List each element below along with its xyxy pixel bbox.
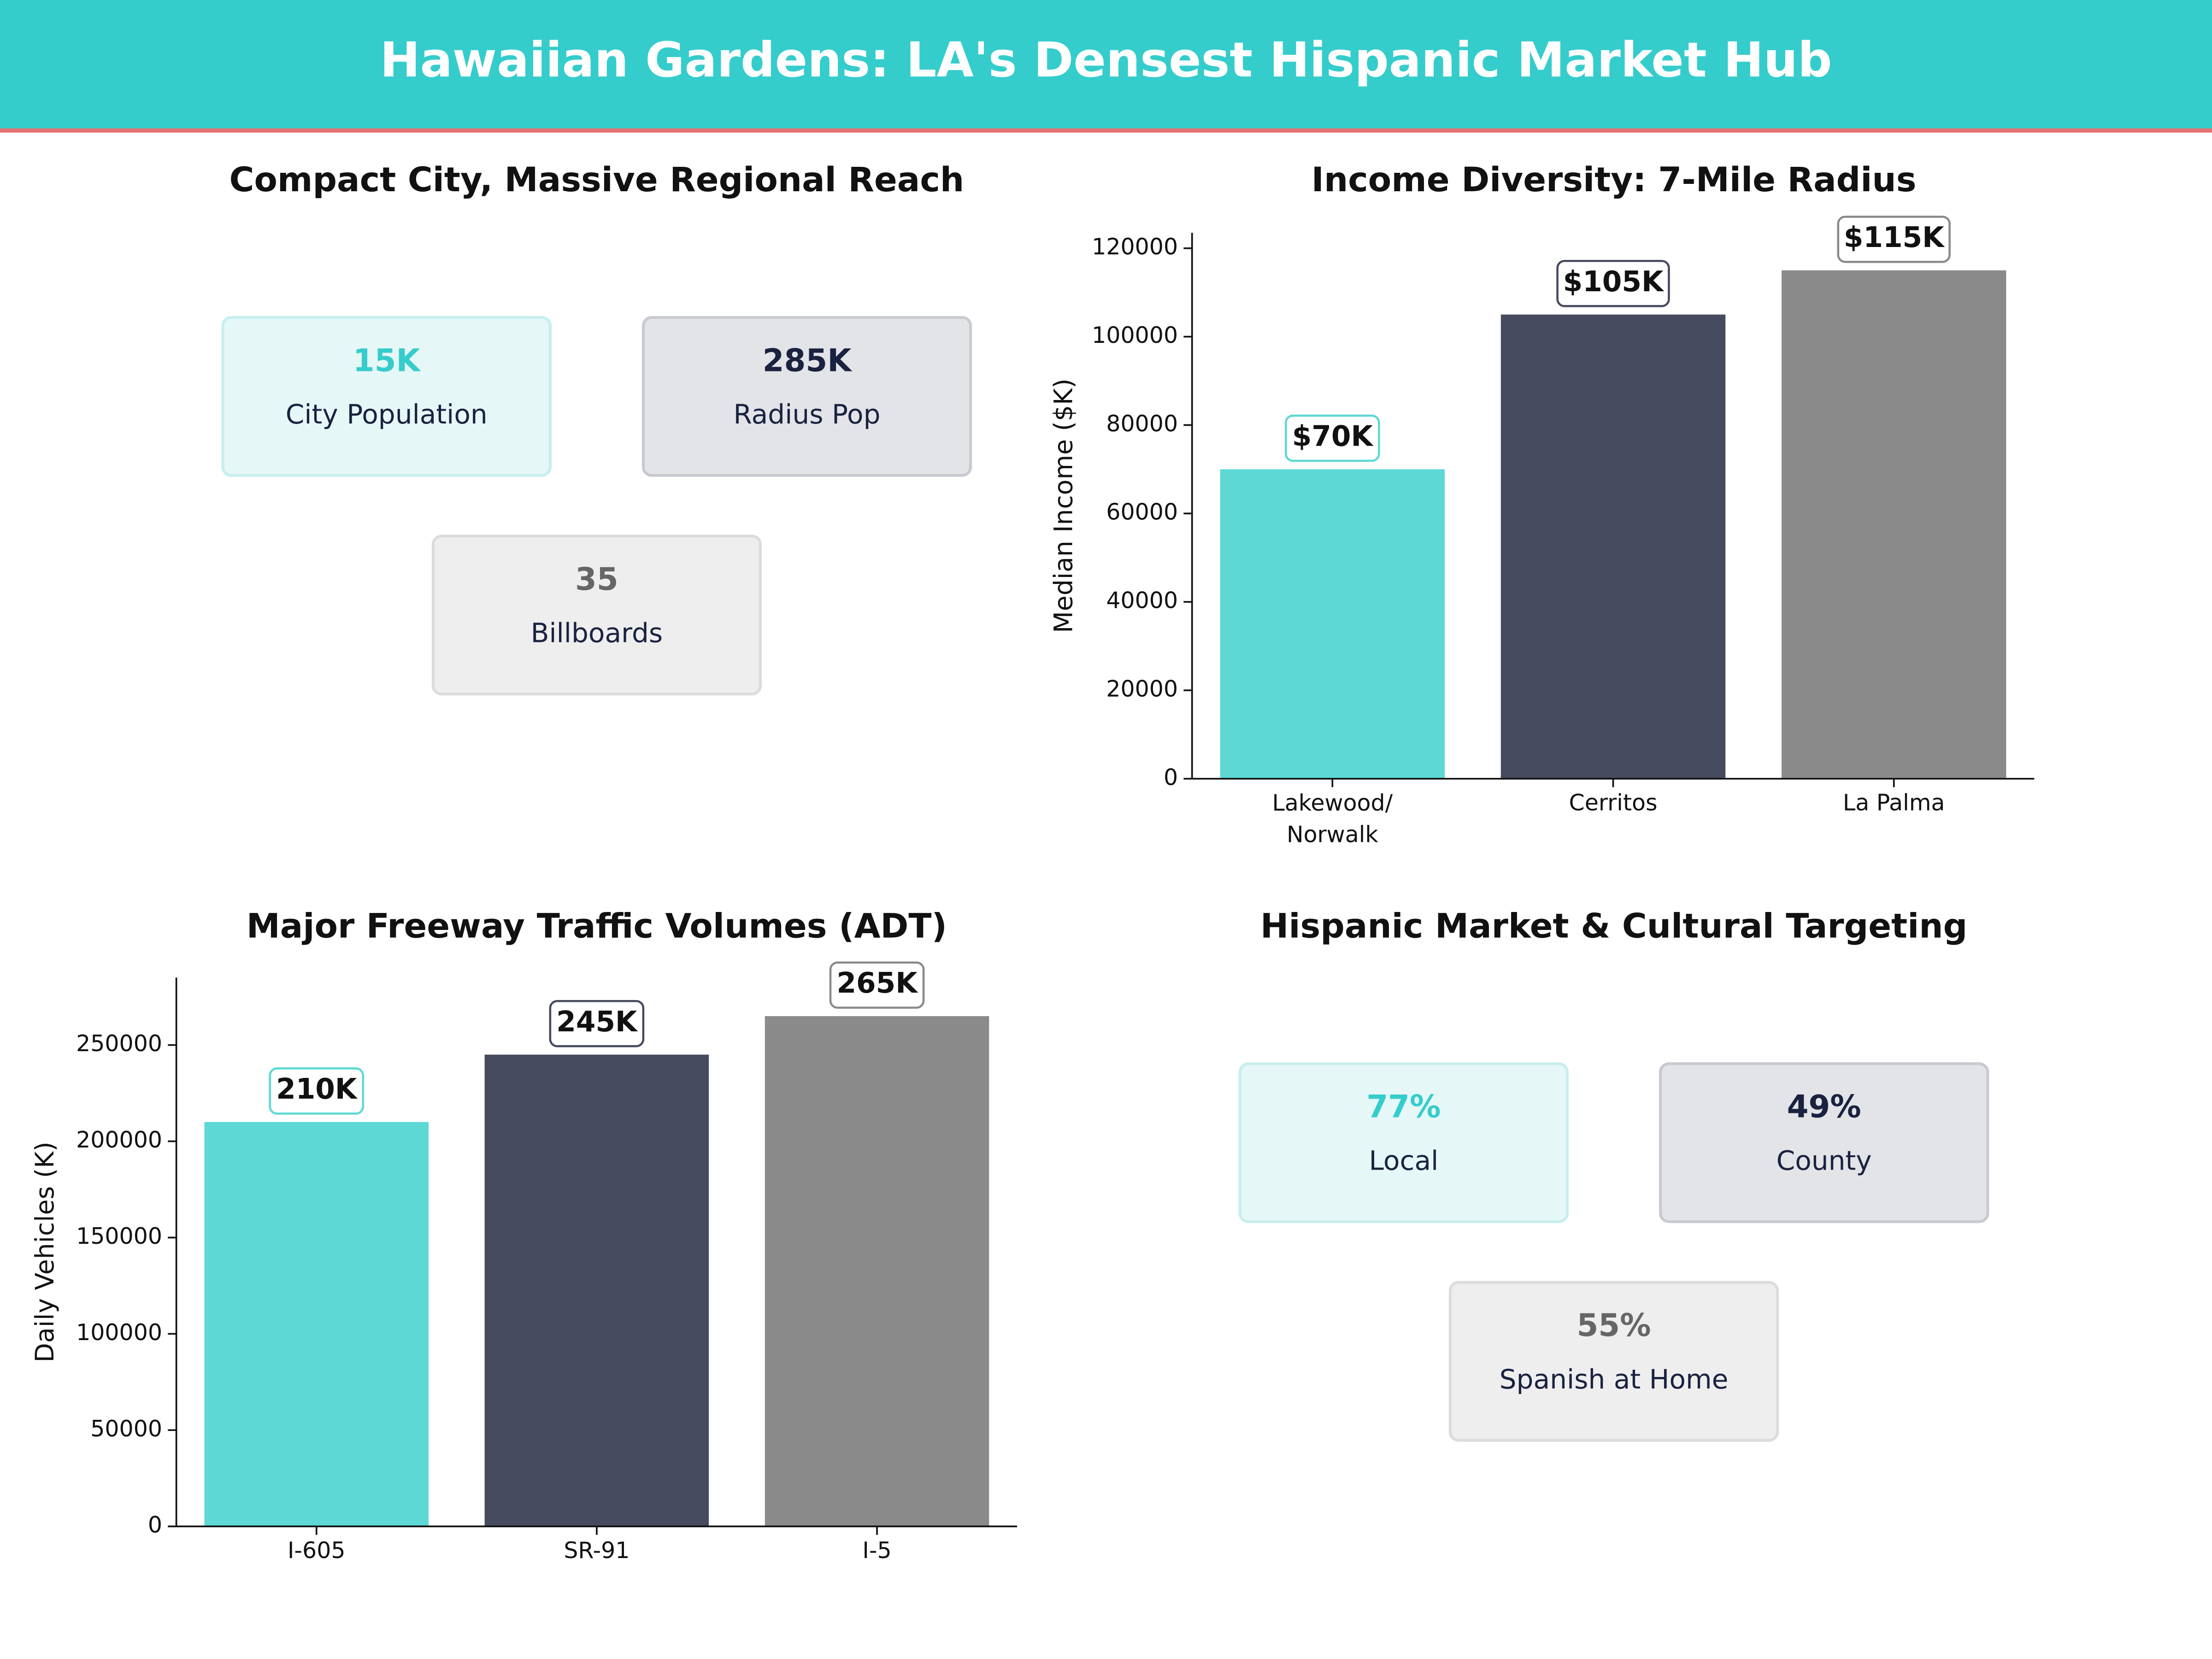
y-tick-label: 0: [148, 1512, 162, 1538]
kpi-card: [1659, 1062, 1989, 1224]
y-tick-label: 200000: [76, 1127, 162, 1153]
bar: [765, 1016, 989, 1527]
y-tick-label: 0: [1164, 764, 1178, 790]
value-label-box: [1285, 414, 1380, 462]
value-label: 265K: [836, 967, 918, 1000]
kpi-card: [431, 535, 762, 696]
kpi-label: City Population: [286, 399, 488, 430]
kpi-card: [641, 316, 972, 477]
x-tick-label: La Palma: [1843, 789, 1945, 816]
kpi-card: [1448, 1281, 1779, 1442]
panel-title: Hispanic Market & Cultural Targeting: [1260, 906, 1967, 946]
bar: [204, 1122, 429, 1527]
value-label-box: [1837, 216, 1951, 263]
page-title: Hawaiian Gardens: LA's Densest Hispanic …: [380, 32, 1832, 88]
value-label: $70K: [1292, 420, 1374, 453]
kpi-value: 77%: [1366, 1088, 1441, 1125]
kpi-label: Billboards: [531, 618, 663, 649]
y-tick-label: 50000: [90, 1416, 162, 1442]
value-label: 245K: [556, 1006, 638, 1038]
x-tick-label: I-5: [862, 1537, 891, 1564]
kpi-card: [221, 316, 552, 477]
header-bar: [0, 0, 2212, 130]
bar: [1220, 469, 1445, 779]
value-label: $115K: [1844, 221, 1945, 254]
y-tick-label: 40000: [1106, 588, 1178, 614]
value-label: $105K: [1563, 265, 1665, 298]
y-tick-label: 20000: [1106, 676, 1178, 702]
y-tick-label: 250000: [76, 1030, 162, 1057]
header-rule: [0, 128, 2212, 133]
x-tick-label: I-605: [288, 1537, 346, 1564]
x-tick-label: Lakewood/Norwalk: [1272, 789, 1393, 847]
y-tick-label: 80000: [1106, 411, 1178, 437]
kpi-value: 15K: [353, 342, 422, 378]
kpi-value: 49%: [1787, 1088, 1861, 1125]
kpi-value: 285K: [763, 342, 853, 378]
value-label-box: [269, 1067, 365, 1115]
kpi-label: Radius Pop: [734, 399, 881, 430]
kpi-value: 35: [575, 561, 618, 597]
value-label-box: [1556, 259, 1670, 307]
value-label: 210K: [276, 1073, 358, 1106]
panel-title: Compact City, Massive Regional Reach: [229, 160, 965, 200]
chart-title: Major Freeway Traffic Volumes (ADT): [247, 906, 947, 946]
kpi-value: 55%: [1577, 1307, 1651, 1343]
y-axis-label: Daily Vehicles (K): [30, 1141, 59, 1362]
bar: [1782, 270, 2006, 779]
y-axis-label: Median Income ($K): [1048, 378, 1078, 633]
value-label-box: [549, 1000, 645, 1047]
y-tick-label: 100000: [76, 1319, 162, 1346]
chart-title: Income Diversity: 7-Mile Radius: [1312, 160, 1917, 200]
kpi-card: [1238, 1062, 1569, 1224]
kpi-label: Local: [1369, 1145, 1439, 1177]
x-tick-label: Cerritos: [1569, 789, 1658, 816]
x-tick-label: SR-91: [564, 1537, 629, 1564]
y-tick-label: 150000: [76, 1223, 162, 1249]
kpi-label: County: [1777, 1145, 1872, 1177]
y-tick-label: 60000: [1106, 499, 1178, 525]
bar: [1500, 314, 1726, 779]
value-label-box: [829, 961, 925, 1009]
y-tick-label: 120000: [1092, 234, 1178, 260]
kpi-label: Spanish at Home: [1500, 1364, 1729, 1395]
y-tick-label: 100000: [1092, 322, 1178, 348]
bar: [484, 1054, 709, 1527]
